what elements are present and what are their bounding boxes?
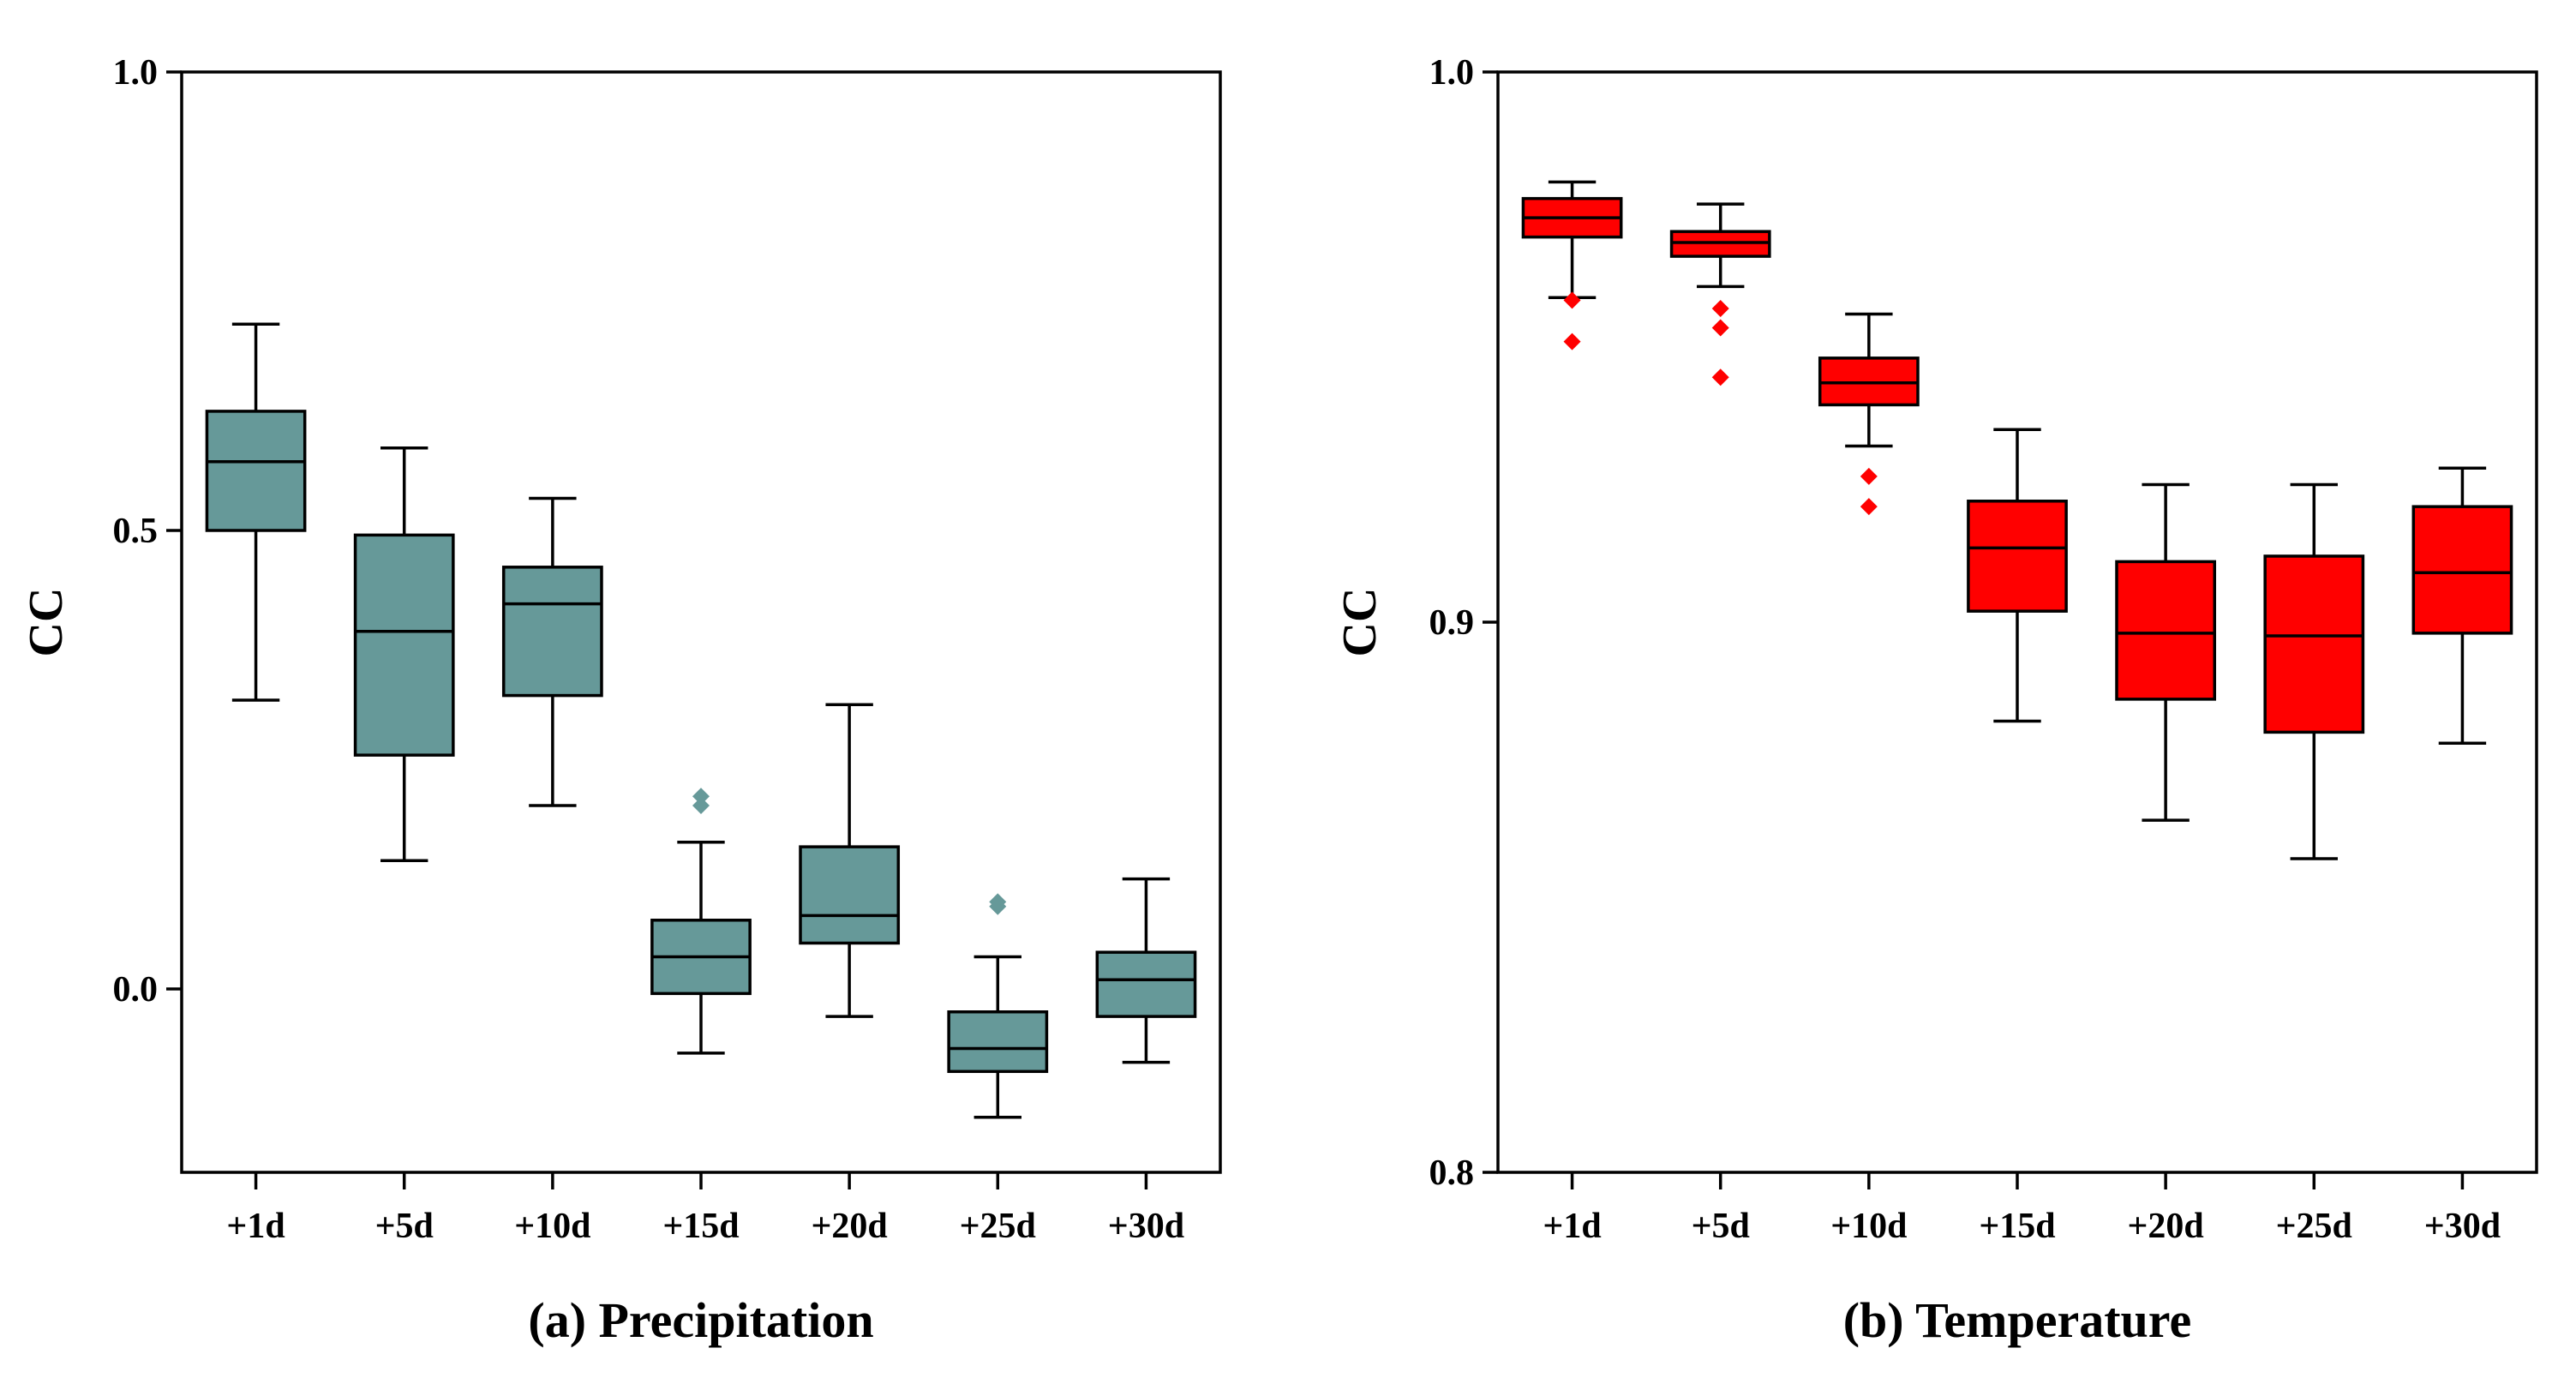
outlier-point	[1711, 319, 1729, 337]
outlier-point	[692, 797, 710, 814]
outlier-point	[1563, 291, 1581, 309]
iqr-box	[799, 845, 901, 945]
outlier-point	[1860, 467, 1878, 485]
x-tick-label: +30d	[1108, 1207, 1184, 1246]
iqr-box	[2411, 505, 2513, 635]
y-tick-label: 0.0	[113, 970, 159, 1010]
iqr-box	[353, 533, 455, 757]
iqr-box	[947, 1010, 1049, 1074]
iqr-box	[205, 410, 307, 532]
outlier-point	[1711, 368, 1729, 386]
outlier-point	[1711, 300, 1729, 318]
outlier-point	[989, 893, 1007, 911]
y-tick-label: 1.0	[113, 53, 159, 93]
x-tick-label: +1d	[1543, 1207, 1601, 1246]
outlier-point	[1860, 498, 1878, 516]
x-tick-label: +20d	[811, 1207, 887, 1246]
x-tick-label: +5d	[375, 1207, 434, 1246]
x-tick-label: +10d	[514, 1207, 590, 1246]
y-axis-title: CC	[20, 588, 73, 657]
x-tick-label: +15d	[662, 1207, 739, 1246]
iqr-box	[1095, 950, 1197, 1018]
y-tick-label: 1.0	[1429, 53, 1475, 93]
y-tick-label: 0.5	[113, 512, 159, 551]
outlier-point	[1563, 333, 1581, 350]
y-axis-title: CC	[1333, 588, 1387, 657]
panel-title: (a) Precipitation	[528, 1292, 873, 1348]
iqr-box	[2115, 560, 2217, 701]
panel-title: (b) Temperature	[1843, 1292, 2192, 1348]
x-tick-label: +20d	[2127, 1207, 2203, 1246]
y-tick-label: 0.9	[1429, 603, 1475, 643]
x-tick-label: +30d	[2424, 1207, 2501, 1246]
x-tick-label: +25d	[2276, 1207, 2352, 1246]
precipitation-panel: 0.0 0.5 1.0 CC (a) Precipitation +1d +5d +10d +1…	[20, 53, 1222, 1348]
iqr-box	[1967, 500, 2068, 613]
iqr-box	[2263, 554, 2365, 734]
iqr-box	[501, 566, 603, 698]
x-tick-label: +10d	[1830, 1207, 1907, 1246]
x-tick-label: +25d	[960, 1207, 1036, 1246]
x-tick-label: +5d	[1692, 1207, 1750, 1246]
y-tick-label: 0.8	[1429, 1153, 1475, 1193]
temperature-panel: 0.8 0.9 1.0 CC (b) Temperature +1d +5d +10d +15d…	[1333, 53, 2538, 1348]
outlier-point	[692, 788, 710, 806]
x-tick-label: +1d	[226, 1207, 285, 1246]
x-tick-label: +15d	[1979, 1207, 2055, 1246]
